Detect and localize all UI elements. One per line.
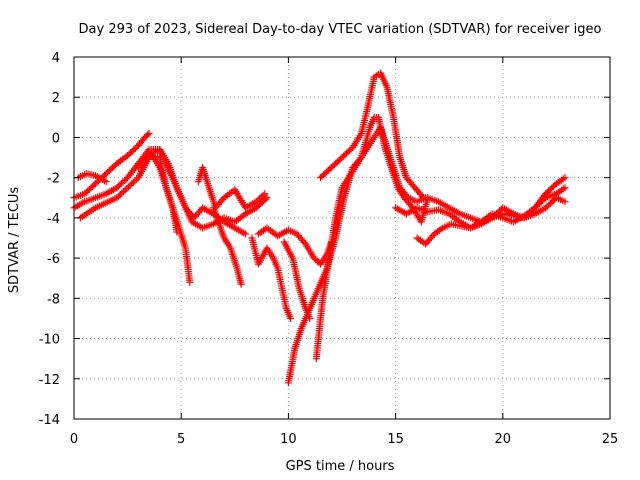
- data-point-marker: [254, 196, 262, 204]
- data-point-marker: [133, 175, 141, 183]
- data-point-marker: [242, 230, 250, 238]
- data-point-marker: [310, 254, 318, 262]
- data-point-marker: [561, 174, 569, 182]
- data-point-marker: [259, 191, 267, 199]
- data-point-marker: [137, 160, 145, 168]
- data-point-marker: [126, 181, 134, 189]
- data-point-marker: [237, 280, 245, 288]
- data-point-marker: [144, 131, 152, 139]
- data-point-marker: [173, 228, 181, 236]
- data-point-marker: [118, 189, 126, 197]
- y-tick-label: -8: [47, 292, 60, 307]
- series-track-2: [70, 146, 271, 232]
- data-point-marker: [263, 194, 271, 202]
- data-point-marker: [300, 238, 308, 246]
- series-track-17: [424, 184, 569, 226]
- data-point-marker: [403, 192, 411, 200]
- data-point-marker: [437, 225, 445, 233]
- data-point-marker: [140, 157, 148, 165]
- series-track-7: [194, 164, 269, 212]
- x-tick-label: 15: [387, 432, 404, 447]
- data-point-marker: [261, 195, 269, 203]
- y-tick-label: -12: [39, 373, 60, 388]
- x-tick-label: 20: [495, 432, 512, 447]
- data-point-marker: [561, 184, 569, 192]
- data-point-marker: [144, 153, 152, 161]
- x-tick-label: 25: [602, 432, 619, 447]
- data-point-marker: [145, 129, 153, 137]
- data-point-marker: [124, 183, 132, 191]
- x-tick-label: 5: [177, 432, 185, 447]
- data-point-marker: [121, 186, 129, 194]
- x-tick-label: 10: [280, 432, 297, 447]
- data-point-marker: [252, 198, 260, 206]
- data-point-marker: [123, 184, 131, 192]
- data-point-marker: [561, 198, 569, 206]
- data-point-marker: [313, 257, 321, 265]
- data-point-marker: [186, 278, 194, 286]
- data-point-marker: [113, 194, 121, 202]
- data-point-marker: [257, 193, 265, 201]
- y-tick-label: -2: [47, 172, 60, 187]
- data-point-marker: [134, 164, 142, 172]
- y-tick-label: -10: [39, 333, 60, 348]
- y-tick-label: -4: [47, 212, 60, 227]
- series-track-14: [317, 69, 427, 202]
- series-track-13: [312, 123, 430, 363]
- series-track-8: [209, 204, 245, 288]
- data-point-marker: [559, 185, 567, 193]
- series-track-11: [280, 238, 314, 322]
- data-point-marker: [139, 158, 147, 166]
- data-point-marker: [136, 162, 144, 170]
- y-axis-label: SDTVAR / TECUs: [7, 187, 22, 294]
- data-point-marker: [418, 192, 426, 200]
- chart-title: Day 293 of 2023, Sidereal Day-to-day VTE…: [79, 22, 602, 37]
- series-track-4: [74, 170, 110, 186]
- data-point-marker: [256, 195, 264, 203]
- data-point-marker: [219, 195, 227, 203]
- data-point-marker: [540, 195, 548, 203]
- x-tick-label: 0: [70, 432, 78, 447]
- data-point-marker: [131, 177, 139, 185]
- y-tick-label: -14: [39, 413, 60, 428]
- data-point-marker: [115, 192, 123, 200]
- data-point-marker: [116, 191, 124, 199]
- data-point-marker: [142, 155, 150, 163]
- plot-frame: [73, 56, 611, 420]
- grid-lines: [74, 57, 610, 419]
- data-point-marker: [312, 256, 320, 264]
- data-point-marker: [119, 188, 127, 196]
- x-axis-label: GPS time / hours: [286, 459, 395, 474]
- data-point-marker: [559, 175, 567, 183]
- y-tick-label: -6: [47, 252, 60, 267]
- data-point-marker: [261, 190, 269, 198]
- y-tick-label: 4: [52, 51, 60, 66]
- series-track-9: [248, 234, 295, 322]
- y-tick-label: 2: [52, 91, 60, 106]
- data-points: [70, 69, 569, 387]
- y-tick-label: 0: [52, 131, 60, 146]
- series-track-6: [147, 150, 181, 236]
- data-point-marker: [128, 180, 136, 188]
- data-point-marker: [102, 178, 110, 186]
- data-point-marker: [287, 314, 295, 322]
- data-point-marker: [129, 178, 137, 186]
